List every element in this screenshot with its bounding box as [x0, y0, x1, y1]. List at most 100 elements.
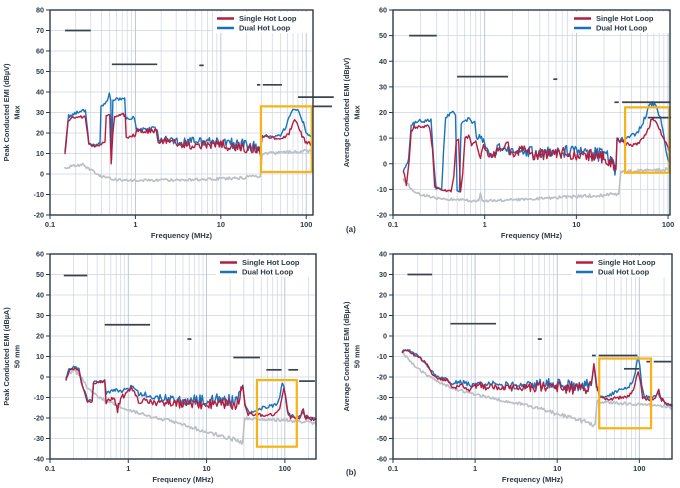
x-axis-label: Frequency (MHz)	[502, 475, 564, 484]
svg-text:0.1: 0.1	[388, 220, 398, 229]
x-axis-ticks: 0.1 1 10 100	[45, 459, 291, 473]
legend-label: Dual Hot Loop	[242, 268, 294, 277]
svg-text:10: 10	[36, 149, 44, 158]
svg-text:40: 40	[379, 57, 387, 66]
svg-text:-20: -20	[377, 211, 387, 220]
svg-text:-50: -50	[377, 434, 387, 443]
highlight-box	[598, 357, 653, 430]
svg-text:0.1: 0.1	[45, 464, 55, 473]
limit-lines	[63, 274, 315, 382]
svg-text:0: 0	[40, 170, 44, 179]
svg-text:60: 60	[36, 47, 44, 56]
series-dual-hot-loop	[402, 101, 671, 193]
figure-label-b: (b)	[346, 468, 357, 477]
y-axis-label: Peak Conducted EMI (dBµA)	[2, 307, 11, 406]
figure-label-a: (a)	[346, 225, 356, 234]
grid	[50, 9, 313, 216]
series-noise-floor	[67, 369, 317, 445]
limit-lines	[65, 29, 334, 108]
svg-text:-40: -40	[377, 414, 387, 423]
chart-peak-conducted-emi-dbuv-max: -20 -10 0 10 20 30 40 50 60 70 80 0.1 1 10 100 Single H…	[0, 0, 340, 244]
y-axis-sublabel: 50 mm	[13, 344, 22, 368]
svg-text:10: 10	[202, 464, 210, 473]
y-axis-ticks: -20 -10 0 10 20 30 40 50 60	[377, 6, 393, 220]
x-axis-ticks: 0.1 1 10 100	[45, 215, 312, 229]
svg-text:80: 80	[36, 6, 44, 15]
legend-label: Dual Hot Loop	[239, 24, 291, 33]
y-axis-ticks: -60 -50 -40 -30 -20 -10 0 10 20 30 40	[377, 250, 393, 464]
x-axis-label: Frequency (MHz)	[152, 475, 214, 484]
svg-text:-10: -10	[377, 185, 387, 194]
svg-text:10: 10	[553, 464, 561, 473]
y-axis-label: Average Conducted EMI (dBµA)	[342, 301, 351, 411]
svg-text:30: 30	[36, 108, 44, 117]
svg-text:100: 100	[662, 220, 674, 229]
series-dual-hot-loop	[65, 365, 317, 421]
svg-text:10: 10	[217, 220, 225, 229]
svg-text:10: 10	[379, 311, 387, 320]
svg-text:1: 1	[483, 220, 487, 229]
y-axis-label: Peak Conducted EMI (dBµV)	[2, 63, 11, 161]
series-single-hot-loop	[65, 367, 317, 422]
svg-text:0: 0	[383, 332, 387, 341]
legend-label: Single Hot Loop	[242, 258, 300, 267]
series-dual-hot-loop	[64, 92, 312, 161]
svg-text:30: 30	[379, 82, 387, 91]
svg-text:-20: -20	[34, 211, 44, 220]
chart-svg-peak-conducted-emi-dbua-50mm: -40 -30 -20 -10 0 10 20 30 40 50 60 0.1 1 10 100 Single…	[2, 250, 317, 484]
y-axis-sublabel: 50 mm	[353, 344, 362, 368]
svg-text:60: 60	[36, 250, 44, 259]
svg-text:-20: -20	[377, 373, 387, 382]
svg-text:0.1: 0.1	[45, 220, 55, 229]
series-single-hot-loop	[64, 112, 312, 165]
svg-text:0: 0	[383, 159, 387, 168]
chart-peak-conducted-emi-dbua-50mm: -40 -30 -20 -10 0 10 20 30 40 50 60 0.1 1 10 100 Single…	[0, 244, 340, 488]
y-axis-sublabel: Max	[13, 105, 22, 119]
y-axis-sublabel: Max	[353, 105, 362, 119]
y-axis-ticks: -20 -10 0 10 20 30 40 50 60 70 80	[34, 6, 50, 220]
chart-svg-peak-conducted-emi-dbuv-max: -20 -10 0 10 20 30 40 50 60 70 80 0.1 1 10 100 Single H…	[2, 6, 334, 240]
legend-label: Single Hot Loop	[598, 258, 656, 267]
svg-text:70: 70	[36, 26, 44, 35]
series-noise-floor	[401, 351, 673, 428]
series-single-hot-loop	[401, 349, 673, 407]
svg-text:0: 0	[40, 373, 44, 382]
svg-text:100: 100	[279, 464, 291, 473]
svg-text:-10: -10	[34, 393, 44, 402]
svg-text:-30: -30	[34, 434, 44, 443]
x-axis-ticks: 0.1 1 10 100	[388, 215, 674, 229]
svg-text:0.1: 0.1	[388, 464, 398, 473]
svg-text:10: 10	[572, 220, 580, 229]
svg-text:100: 100	[633, 464, 645, 473]
svg-text:-10: -10	[34, 190, 44, 199]
legend-label: Single Hot Loop	[239, 14, 297, 23]
svg-text:10: 10	[36, 352, 44, 361]
svg-text:-20: -20	[34, 414, 44, 423]
svg-text:40: 40	[36, 88, 44, 97]
legend-label: Single Hot Loop	[596, 14, 654, 23]
svg-text:1: 1	[473, 464, 477, 473]
y-axis-ticks: -40 -30 -20 -10 0 10 20 30 40 50 60	[34, 250, 50, 464]
svg-text:60: 60	[379, 6, 387, 15]
highlight-box	[255, 378, 298, 448]
svg-text:-30: -30	[377, 393, 387, 402]
svg-text:-60: -60	[377, 455, 387, 464]
svg-text:20: 20	[379, 291, 387, 300]
svg-text:100: 100	[300, 220, 312, 229]
highlight-box	[259, 105, 313, 174]
svg-text:20: 20	[379, 108, 387, 117]
grid	[50, 253, 316, 460]
svg-text:50: 50	[36, 270, 44, 279]
svg-text:50: 50	[379, 31, 387, 40]
svg-text:-10: -10	[377, 352, 387, 361]
svg-text:40: 40	[379, 250, 387, 259]
chart-svg-average-conducted-emi-dbuv-max: -20 -10 0 10 20 30 40 50 60 0.1 1 10 100 Single Hot L…	[342, 6, 674, 241]
svg-text:50: 50	[36, 67, 44, 76]
svg-text:-40: -40	[34, 455, 44, 464]
svg-text:20: 20	[36, 129, 44, 138]
